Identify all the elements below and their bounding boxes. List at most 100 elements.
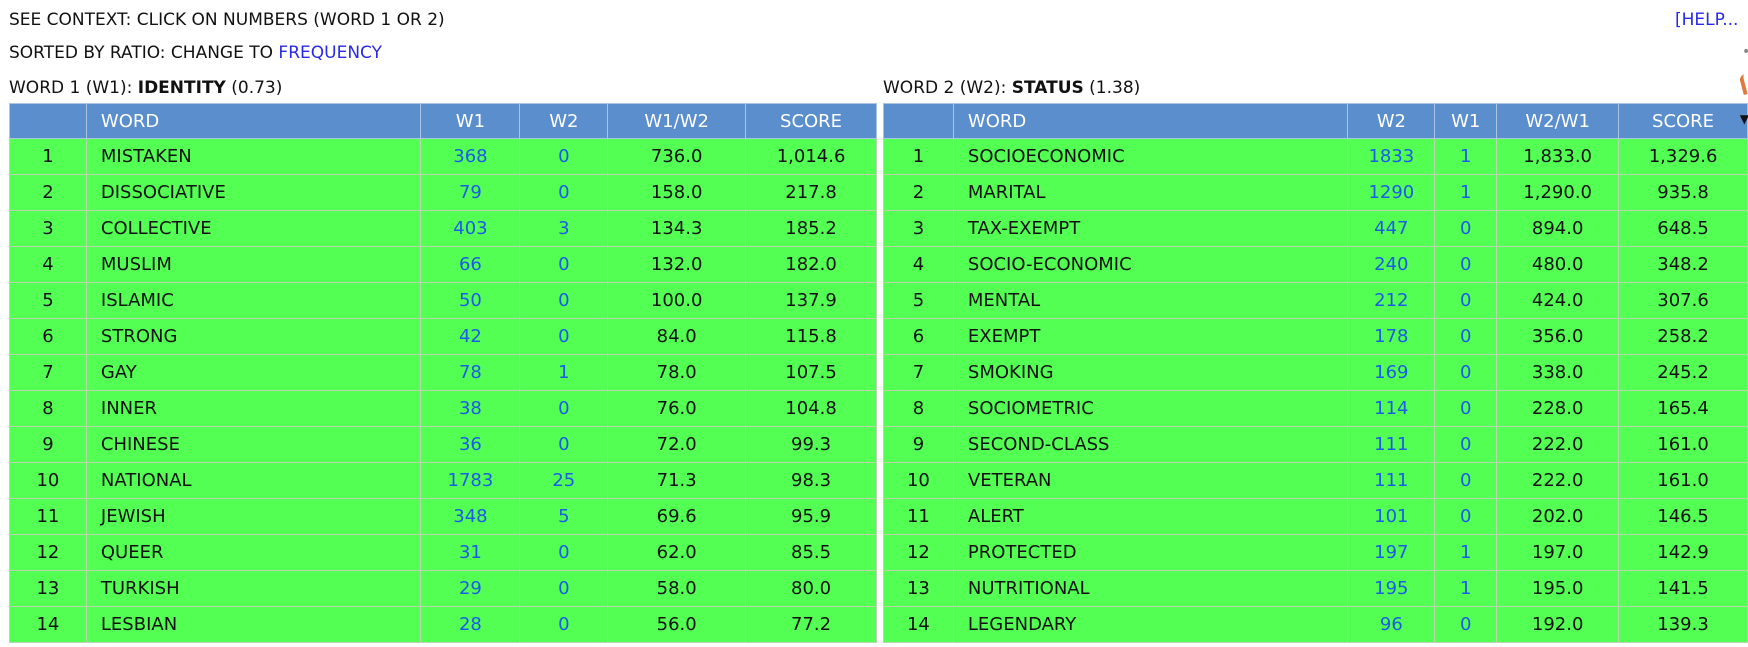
row-count-secondary[interactable]: 0 [1434,498,1498,535]
row-count-secondary[interactable]: 0 [519,534,609,571]
row-count-secondary[interactable]: 0 [1434,462,1498,499]
row-count-primary[interactable]: 178 [1347,318,1436,355]
row-count-primary[interactable]: 1833 [1347,138,1436,175]
row-count-primary[interactable]: 368 [420,138,521,175]
row-ratio: 222.0 [1496,426,1620,463]
row-score: 185.2 [745,210,877,247]
ratio-column-header: W2/W1 [1496,103,1620,139]
word1-word: IDENTITY [137,78,226,98]
word2-table-header: WORD W2 W1 W2/W1 SCORE ▼ [883,103,1748,139]
word-column-header: WORD [85,103,422,139]
row-word: MUSLIM [85,246,422,283]
row-count-secondary[interactable]: 1 [1434,570,1498,607]
row-ratio: 192.0 [1496,606,1620,643]
row-rank: 12 [883,534,954,571]
row-count-primary[interactable]: 348 [420,498,521,535]
sorted-by-label: SORTED BY RATIO: CHANGE TO [9,43,274,63]
row-word: SECOND-CLASS [952,426,1349,463]
row-count-primary[interactable]: 101 [1347,498,1436,535]
row-rank: 7 [9,354,87,391]
row-count-primary[interactable]: 195 [1347,570,1436,607]
row-count-secondary[interactable]: 0 [1434,606,1498,643]
table-row: 7 SMOKING 169 0 338.0 245.2 [883,354,1748,391]
row-count-primary[interactable]: 79 [420,174,521,211]
word1-heading: WORD 1 (W1): IDENTITY (0.73) [9,78,282,98]
row-count-secondary[interactable]: 0 [1434,390,1498,427]
row-count-secondary[interactable]: 0 [1434,246,1498,283]
row-rank: 5 [883,282,954,319]
row-rank: 3 [883,210,954,247]
row-count-primary[interactable]: 96 [1347,606,1436,643]
row-score: 107.5 [745,354,877,391]
row-count-primary[interactable]: 1290 [1347,174,1436,211]
table-row: 11 JEWISH 348 5 69.6 95.9 [9,498,877,535]
row-count-primary[interactable]: 212 [1347,282,1436,319]
row-count-primary[interactable]: 42 [420,318,521,355]
row-count-secondary[interactable]: 0 [519,606,609,643]
row-count-secondary[interactable]: 0 [1434,426,1498,463]
row-count-primary[interactable]: 78 [420,354,521,391]
row-word: JEWISH [85,498,422,535]
row-word: SOCIOECONOMIC [952,138,1349,175]
row-count-secondary[interactable]: 1 [519,354,609,391]
row-count-secondary[interactable]: 0 [519,318,609,355]
row-count-primary[interactable]: 36 [420,426,521,463]
table-row: 12 QUEER 31 0 62.0 85.5 [9,534,877,571]
row-count-secondary[interactable]: 1 [1434,138,1498,175]
row-count-secondary[interactable]: 0 [519,138,609,175]
row-count-primary[interactable]: 111 [1347,426,1436,463]
row-count-secondary[interactable]: 0 [519,390,609,427]
row-ratio: 222.0 [1496,462,1620,499]
sort-instructions: SORTED BY RATIO: CHANGE TO FREQUENCY [9,43,382,63]
row-count-secondary[interactable]: 0 [519,282,609,319]
row-count-primary[interactable]: 50 [420,282,521,319]
row-count-primary[interactable]: 403 [420,210,521,247]
row-ratio: 480.0 [1496,246,1620,283]
row-score: 182.0 [745,246,877,283]
row-count-secondary[interactable]: 1 [1434,174,1498,211]
row-count-primary[interactable]: 29 [420,570,521,607]
row-count-primary[interactable]: 111 [1347,462,1436,499]
row-count-primary[interactable]: 28 [420,606,521,643]
row-count-secondary[interactable]: 0 [1434,318,1498,355]
context-instructions: SEE CONTEXT: CLICK ON NUMBERS (WORD 1 OR… [9,10,445,30]
row-count-secondary[interactable]: 1 [1434,534,1498,571]
row-word: SMOKING [952,354,1349,391]
row-count-secondary[interactable]: 5 [519,498,609,535]
row-count-primary[interactable]: 169 [1347,354,1436,391]
row-count-primary[interactable]: 447 [1347,210,1436,247]
row-count-secondary[interactable]: 0 [519,426,609,463]
row-count-primary[interactable]: 240 [1347,246,1436,283]
row-count-secondary[interactable]: 0 [519,174,609,211]
row-count-primary[interactable]: 197 [1347,534,1436,571]
word2-heading: WORD 2 (W2): STATUS (1.38) [883,78,1140,98]
row-count-secondary[interactable]: 0 [519,570,609,607]
row-count-secondary[interactable]: 3 [519,210,609,247]
row-ratio: 78.0 [607,354,747,391]
row-word: STRONG [85,318,422,355]
score-column-header: SCORE [745,103,877,139]
frequency-link[interactable]: FREQUENCY [278,43,382,63]
row-count-secondary[interactable]: 25 [519,462,609,499]
row-count-secondary[interactable]: 0 [519,246,609,283]
row-rank: 9 [883,426,954,463]
row-rank: 3 [9,210,87,247]
row-count-secondary[interactable]: 0 [1434,210,1498,247]
row-count-primary[interactable]: 1783 [420,462,521,499]
row-score: 98.3 [745,462,877,499]
row-count-primary[interactable]: 31 [420,534,521,571]
row-count-secondary[interactable]: 0 [1434,354,1498,391]
help-link[interactable]: [HELP... [1675,10,1739,30]
row-score: 146.5 [1618,498,1748,535]
row-rank: 6 [883,318,954,355]
table-row: 6 STRONG 42 0 84.0 115.8 [9,318,877,355]
row-rank: 12 [9,534,87,571]
row-score: 137.9 [745,282,877,319]
row-count-primary[interactable]: 38 [420,390,521,427]
row-count-primary[interactable]: 114 [1347,390,1436,427]
row-word: MENTAL [952,282,1349,319]
row-count-secondary[interactable]: 0 [1434,282,1498,319]
row-count-primary[interactable]: 66 [420,246,521,283]
row-word: QUEER [85,534,422,571]
row-score: 161.0 [1618,426,1748,463]
